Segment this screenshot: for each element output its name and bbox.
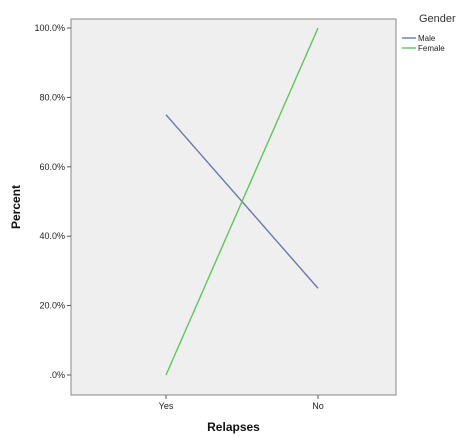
- y-tick-label: 60.0%: [39, 162, 65, 172]
- x-tick-label: Yes: [159, 401, 174, 411]
- y-tick-label: 100.0%: [34, 23, 65, 33]
- legend-label-male: Male: [418, 34, 436, 43]
- series-line-female: [165, 27, 319, 376]
- y-axis: .0% 20.0% 40.0% 60.0% 80.0% 100.0%: [34, 23, 71, 380]
- x-axis: Yes No: [159, 395, 324, 411]
- y-tick-label: 20.0%: [39, 301, 65, 311]
- legend-title: Gender: [419, 13, 456, 25]
- y-tick-label: 40.0%: [39, 231, 65, 241]
- x-tick-label: No: [312, 401, 324, 411]
- plot-area: [70, 18, 397, 396]
- y-tick-label: .0%: [49, 370, 65, 380]
- y-axis-title: Percent: [9, 185, 23, 229]
- x-axis-title: Relapses: [207, 420, 260, 434]
- y-tick-label: 80.0%: [39, 92, 65, 102]
- series-layer: [165, 27, 319, 376]
- legend-label-female: Female: [418, 44, 445, 53]
